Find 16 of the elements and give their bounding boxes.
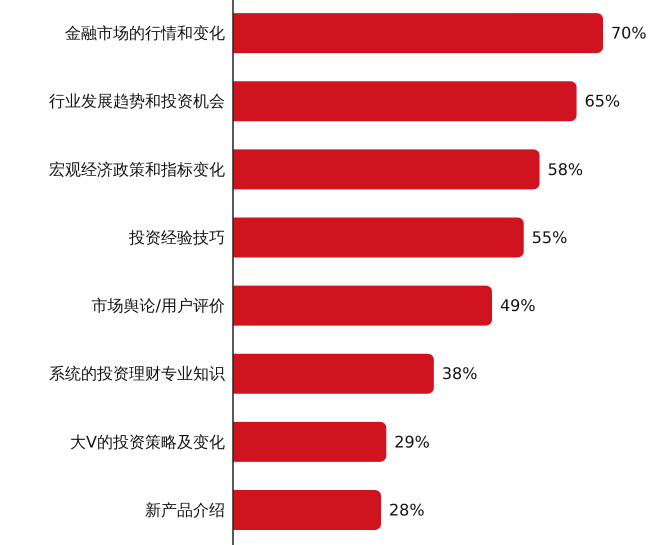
y-tick-label: 系统的投资理财专业知识 <box>49 364 225 384</box>
y-tick-label: 市场舆论/用户评价 <box>92 296 225 316</box>
y-tick-label: 投资经验技巧 <box>128 228 225 247</box>
y-tick-label: 行业发展趋势和投资机会 <box>49 92 225 111</box>
data-label: 28% <box>389 500 425 520</box>
y-tick-label: 新产品介绍 <box>145 500 225 520</box>
data-label: 55% <box>532 228 568 247</box>
data-label: 49% <box>500 296 536 316</box>
y-tick-label: 宏观经济政策和指标变化 <box>49 160 225 179</box>
data-label: 58% <box>548 160 584 179</box>
data-label: 29% <box>394 432 430 452</box>
data-label: 38% <box>442 364 478 384</box>
data-label: 70% <box>611 24 647 43</box>
data-label: 65% <box>584 92 620 111</box>
y-tick-label: 大V的投资策略及变化 <box>70 432 225 452</box>
y-tick-label: 金融市场的行情和变化 <box>65 24 225 43</box>
